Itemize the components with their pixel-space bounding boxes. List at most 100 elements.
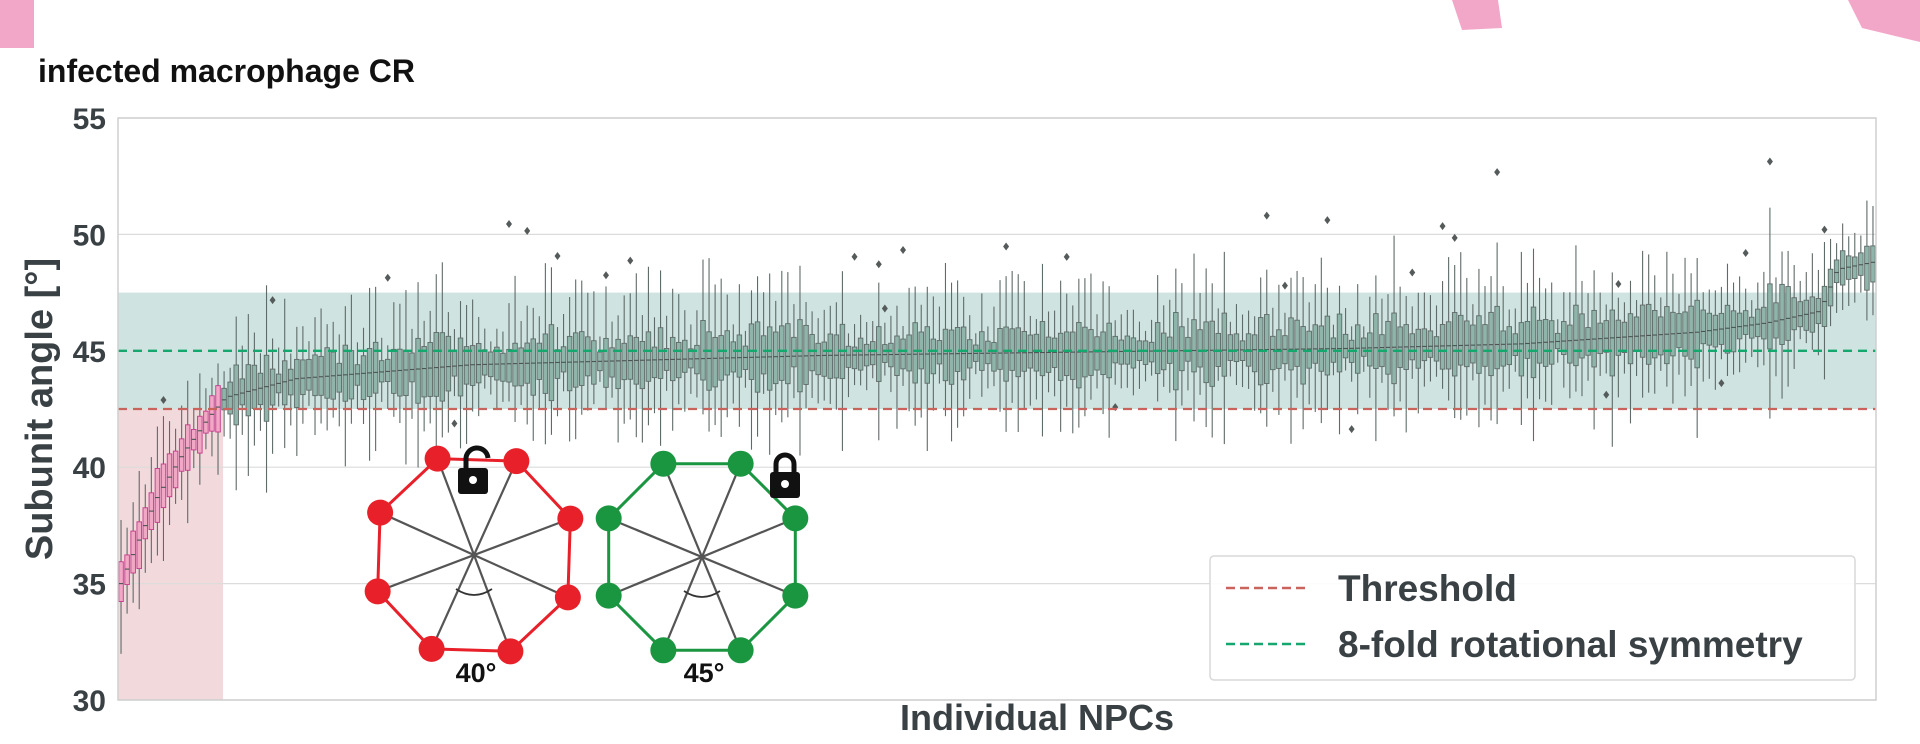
box-body — [851, 346, 858, 370]
box-body — [1494, 305, 1500, 370]
box — [1530, 248, 1537, 442]
box — [1573, 245, 1579, 392]
box-body — [736, 334, 743, 378]
box-body — [1712, 314, 1719, 348]
box — [1076, 278, 1082, 428]
box-body — [1742, 310, 1749, 335]
box-body — [1148, 341, 1155, 363]
box — [191, 408, 197, 469]
box — [1621, 302, 1628, 374]
box — [1645, 254, 1652, 393]
box-outlier — [1821, 225, 1828, 234]
box-body — [1815, 297, 1822, 325]
box-outlier — [554, 251, 561, 260]
box — [245, 314, 252, 476]
spoke-line — [377, 517, 571, 593]
box-body — [1736, 312, 1743, 340]
box-body — [239, 378, 245, 406]
box — [1494, 168, 1501, 425]
box-body — [403, 349, 409, 397]
box-body — [779, 325, 785, 381]
box — [821, 309, 827, 401]
box — [421, 320, 427, 432]
subunit-dot — [782, 505, 809, 532]
box-body — [785, 323, 791, 385]
box-outlier — [875, 260, 882, 269]
box-body — [1312, 324, 1318, 364]
box — [585, 292, 591, 411]
box-body — [245, 364, 252, 417]
box — [209, 377, 215, 457]
box-body — [609, 347, 615, 378]
corner-mark-right — [1848, 0, 1920, 42]
box-body — [1045, 336, 1052, 373]
box-body — [457, 337, 464, 397]
box-body — [1652, 310, 1658, 359]
box-body — [1039, 321, 1046, 377]
box — [1779, 251, 1785, 399]
box-outlier — [1766, 157, 1773, 166]
box-body — [1730, 310, 1737, 353]
box-body — [1118, 339, 1124, 365]
box-body — [833, 334, 840, 379]
box-body — [197, 415, 203, 454]
box — [366, 287, 373, 461]
box-body — [554, 349, 561, 379]
subunit-dot — [503, 448, 530, 475]
box — [1718, 286, 1725, 388]
box — [845, 333, 852, 398]
box — [1585, 293, 1591, 381]
box-body — [1603, 320, 1609, 353]
y-tick-label: 35 — [73, 569, 106, 602]
box — [809, 311, 815, 398]
box — [1233, 304, 1240, 385]
box — [1688, 273, 1694, 386]
box-body — [306, 358, 312, 391]
box-outlier — [602, 271, 609, 280]
box — [512, 275, 518, 423]
box-body — [1300, 326, 1306, 385]
box-body — [1251, 334, 1258, 373]
subunit-dot — [367, 499, 394, 526]
box — [597, 336, 603, 382]
box-outlier — [1603, 390, 1610, 399]
box — [488, 341, 494, 395]
subunit-dot — [424, 445, 451, 472]
box — [469, 299, 476, 412]
x-axis-label: Individual NPCs — [900, 697, 1174, 738]
box-body — [1755, 308, 1761, 338]
box-body — [469, 345, 476, 386]
box — [1615, 280, 1622, 398]
box — [1821, 225, 1828, 380]
box-outlier — [1615, 280, 1622, 289]
box-body — [1797, 301, 1803, 328]
box — [124, 527, 130, 614]
box — [1100, 281, 1106, 415]
box — [779, 270, 785, 423]
box — [1724, 263, 1731, 377]
box-body — [124, 554, 130, 586]
box-body — [1154, 322, 1161, 375]
box — [1397, 286, 1403, 402]
box — [791, 304, 797, 399]
box-body — [1579, 313, 1585, 359]
box-body — [288, 368, 294, 396]
box — [409, 328, 415, 419]
box-body — [591, 340, 597, 385]
unlocked-padlock-icon — [458, 445, 491, 494]
box-body — [227, 381, 233, 415]
box-body — [318, 355, 324, 396]
box-body — [372, 341, 379, 394]
box — [1627, 280, 1634, 424]
box — [1766, 157, 1773, 419]
box — [572, 279, 579, 440]
box — [1154, 275, 1161, 402]
box — [1591, 270, 1597, 430]
box-body — [724, 330, 730, 376]
box-body — [706, 331, 712, 391]
box — [1300, 277, 1306, 430]
box-body — [730, 341, 737, 373]
box-body — [1676, 313, 1682, 349]
box — [360, 327, 367, 424]
box — [1342, 308, 1349, 371]
